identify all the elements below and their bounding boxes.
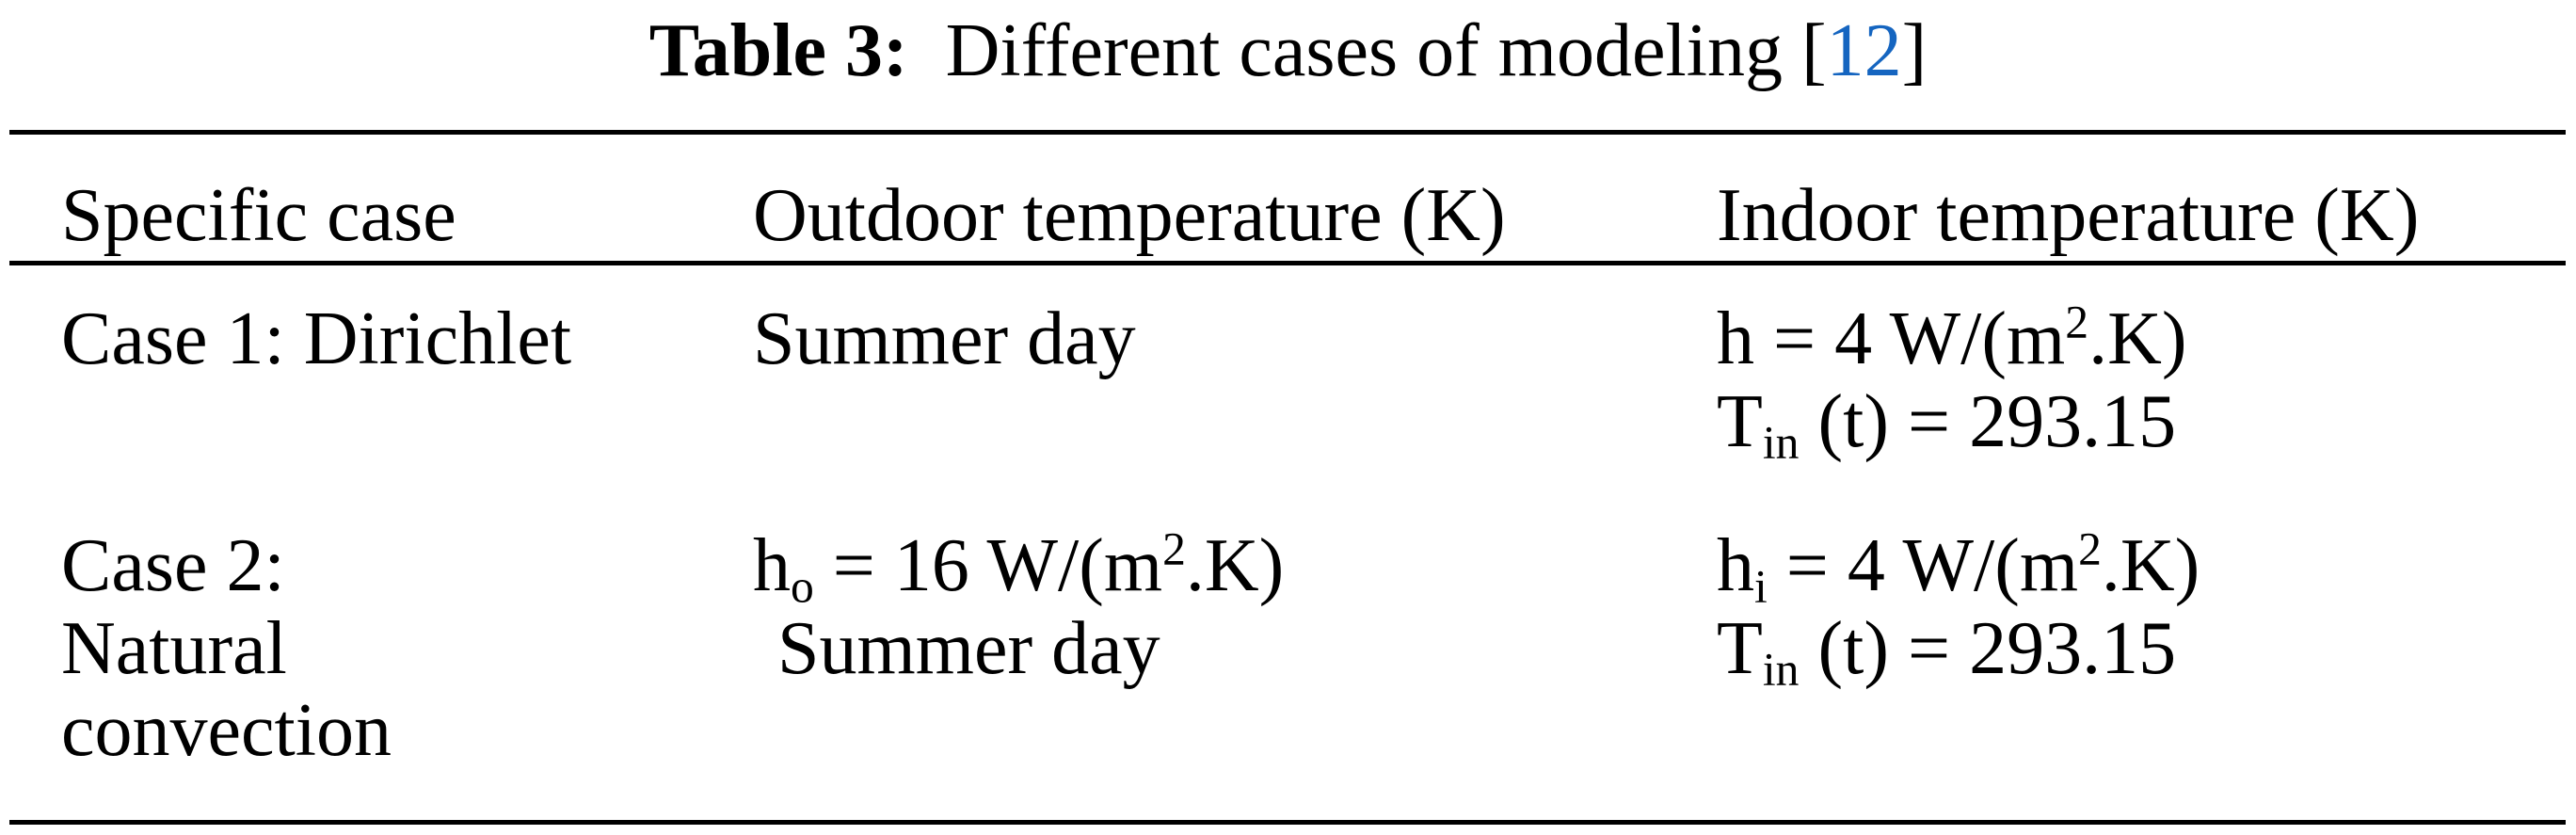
- h-symbol: h: [1717, 297, 1754, 380]
- h-subscript: o: [791, 560, 814, 613]
- row2-case-line1: Case 2:: [61, 524, 285, 607]
- h-symbol: h: [753, 524, 791, 607]
- h-value: = 4 W/(m: [1754, 297, 2066, 380]
- h-unit: .K): [2088, 297, 2187, 380]
- h-symbol: h: [1717, 524, 1754, 607]
- h-exponent: 2: [1162, 522, 1186, 575]
- h-exponent: 2: [2065, 296, 2089, 348]
- row2-indoor-h: hi = 4 W/(m2.K): [1717, 522, 2200, 610]
- caption-close: ]: [1901, 9, 1928, 92]
- header-indoor-temperature: Indoor temperature (K): [1717, 174, 2420, 257]
- row2-outdoor-line2: Summer day: [777, 607, 1160, 690]
- h-unit: .K): [2101, 524, 2200, 607]
- row2-indoor-t: Tin (t) = 293.15: [1717, 607, 2177, 693]
- h-value: = 16 W/(m: [813, 524, 1163, 607]
- header-outdoor-temperature: Outdoor temperature (K): [753, 174, 1506, 257]
- t-symbol: T: [1717, 607, 1763, 690]
- t-symbol: T: [1717, 380, 1763, 463]
- caption-text: Different cases of modeling [: [945, 9, 1827, 92]
- t-subscript: in: [1762, 416, 1800, 469]
- t-subscript: in: [1762, 643, 1800, 696]
- h-exponent: 2: [2078, 522, 2102, 575]
- row2-case-line3: convection: [61, 689, 392, 772]
- h-subscript: i: [1754, 560, 1768, 613]
- bottom-rule: [9, 820, 2566, 825]
- row1-case: Case 1: Dirichlet: [61, 297, 572, 380]
- row2-case-line2: Natural: [61, 607, 287, 690]
- table-caption: Table 3: Different cases of modeling [12…: [0, 9, 2576, 92]
- header-specific-case: Specific case: [61, 174, 456, 257]
- row1-outdoor: Summer day: [753, 297, 1136, 380]
- row1-indoor-h: h = 4 W/(m2.K): [1717, 297, 2187, 380]
- t-value: (t) = 293.15: [1799, 607, 2177, 690]
- top-rule: [9, 130, 2566, 135]
- caption-label: Table 3:: [648, 9, 908, 92]
- h-unit: .K): [1185, 524, 1285, 607]
- row1-indoor-t: Tin (t) = 293.15: [1717, 380, 2177, 466]
- h-value: = 4 W/(m: [1767, 524, 2079, 607]
- t-value: (t) = 293.15: [1799, 380, 2177, 463]
- citation-link[interactable]: 12: [1826, 9, 1902, 92]
- row2-outdoor-h: ho = 16 W/(m2.K): [753, 522, 1285, 610]
- header-rule: [9, 261, 2566, 265]
